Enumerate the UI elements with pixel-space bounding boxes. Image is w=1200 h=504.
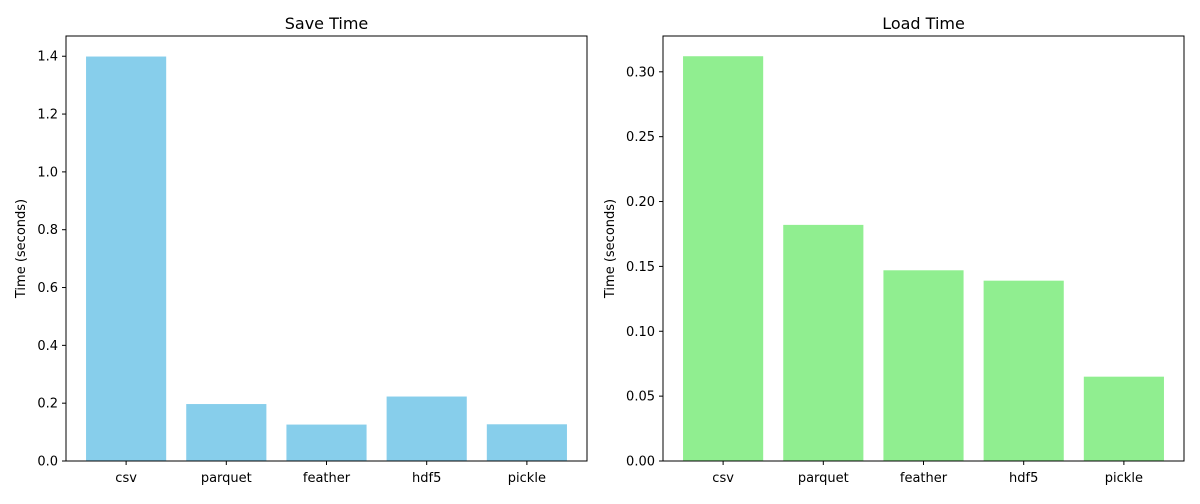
save-time-bar-pickle — [486, 424, 567, 461]
save-time-bar-feather — [286, 424, 367, 461]
save-time-y-axis-label: Time (seconds) — [14, 199, 29, 299]
save-time-x-tick-label-hdf5: hdf5 — [412, 471, 441, 486]
load-time-bars — [683, 56, 1164, 461]
load-time-y-axis-label: Time (seconds) — [603, 199, 618, 299]
save-time-bar-parquet — [186, 404, 267, 461]
save-time-y-tick-label: 0.2 — [37, 397, 58, 412]
load-time-x-tick-label-feather: feather — [900, 471, 948, 486]
load-time-y-ticks: 0.00 0.05 0.10 0.15 0.20 0.25 0.30 — [626, 65, 663, 470]
load-time-bar-feather — [883, 270, 964, 461]
load-time-x-ticks: csv parquet feather hdf5 pickle — [712, 461, 1143, 486]
save-time-y-tick-label: 0.6 — [37, 281, 58, 296]
save-time-subplot: Save Time Time (seconds) 0.0 0.2 0.4 0.6 0.8… — [14, 14, 588, 486]
save-time-bar-hdf5 — [386, 396, 467, 461]
save-time-x-tick-label-pickle: pickle — [508, 471, 546, 486]
load-time-title: Load Time — [882, 14, 965, 33]
save-time-y-tick-label: 1.2 — [37, 108, 58, 123]
save-time-y-ticks: 0.0 0.2 0.4 0.6 0.8 1.0 1.2 1.4 — [37, 50, 66, 470]
load-time-x-tick-label-csv: csv — [712, 471, 734, 486]
save-time-bars — [86, 56, 567, 461]
save-time-y-tick-label: 0.4 — [37, 339, 58, 354]
load-time-x-tick-label-hdf5: hdf5 — [1009, 471, 1038, 486]
load-time-y-tick-label: 0.00 — [626, 455, 655, 470]
load-time-x-tick-label-pickle: pickle — [1105, 471, 1143, 486]
load-time-y-tick-label: 0.10 — [626, 325, 655, 340]
load-time-y-tick-label: 0.30 — [626, 65, 655, 80]
load-time-y-tick-label: 0.20 — [626, 195, 655, 210]
load-time-y-tick-label: 0.15 — [626, 260, 655, 275]
save-time-y-tick-label: 1.0 — [37, 165, 58, 180]
save-time-y-tick-label: 1.4 — [37, 50, 58, 65]
save-time-y-tick-label: 0.0 — [37, 455, 58, 470]
save-time-y-tick-label: 0.8 — [37, 223, 58, 238]
save-time-x-tick-label-feather: feather — [303, 471, 351, 486]
save-time-bar-csv — [86, 56, 167, 461]
save-time-x-tick-label-parquet: parquet — [201, 471, 252, 486]
load-time-bar-csv — [683, 56, 764, 461]
load-time-bar-hdf5 — [983, 280, 1064, 461]
save-time-title: Save Time — [285, 14, 369, 33]
load-time-bar-parquet — [783, 224, 864, 461]
load-time-subplot: Load Time Time (seconds) 0.00 0.05 0.10 0.1… — [603, 14, 1185, 486]
load-time-y-tick-label: 0.25 — [626, 130, 655, 145]
load-time-x-tick-label-parquet: parquet — [798, 471, 849, 486]
load-time-y-tick-label: 0.05 — [626, 390, 655, 405]
load-time-bar-pickle — [1083, 376, 1164, 461]
save-time-plot-frame — [65, 35, 588, 462]
load-time-plot-frame — [662, 35, 1185, 462]
save-time-x-tick-label-csv: csv — [115, 471, 137, 486]
save-time-x-ticks: csv parquet feather hdf5 pickle — [115, 461, 546, 486]
